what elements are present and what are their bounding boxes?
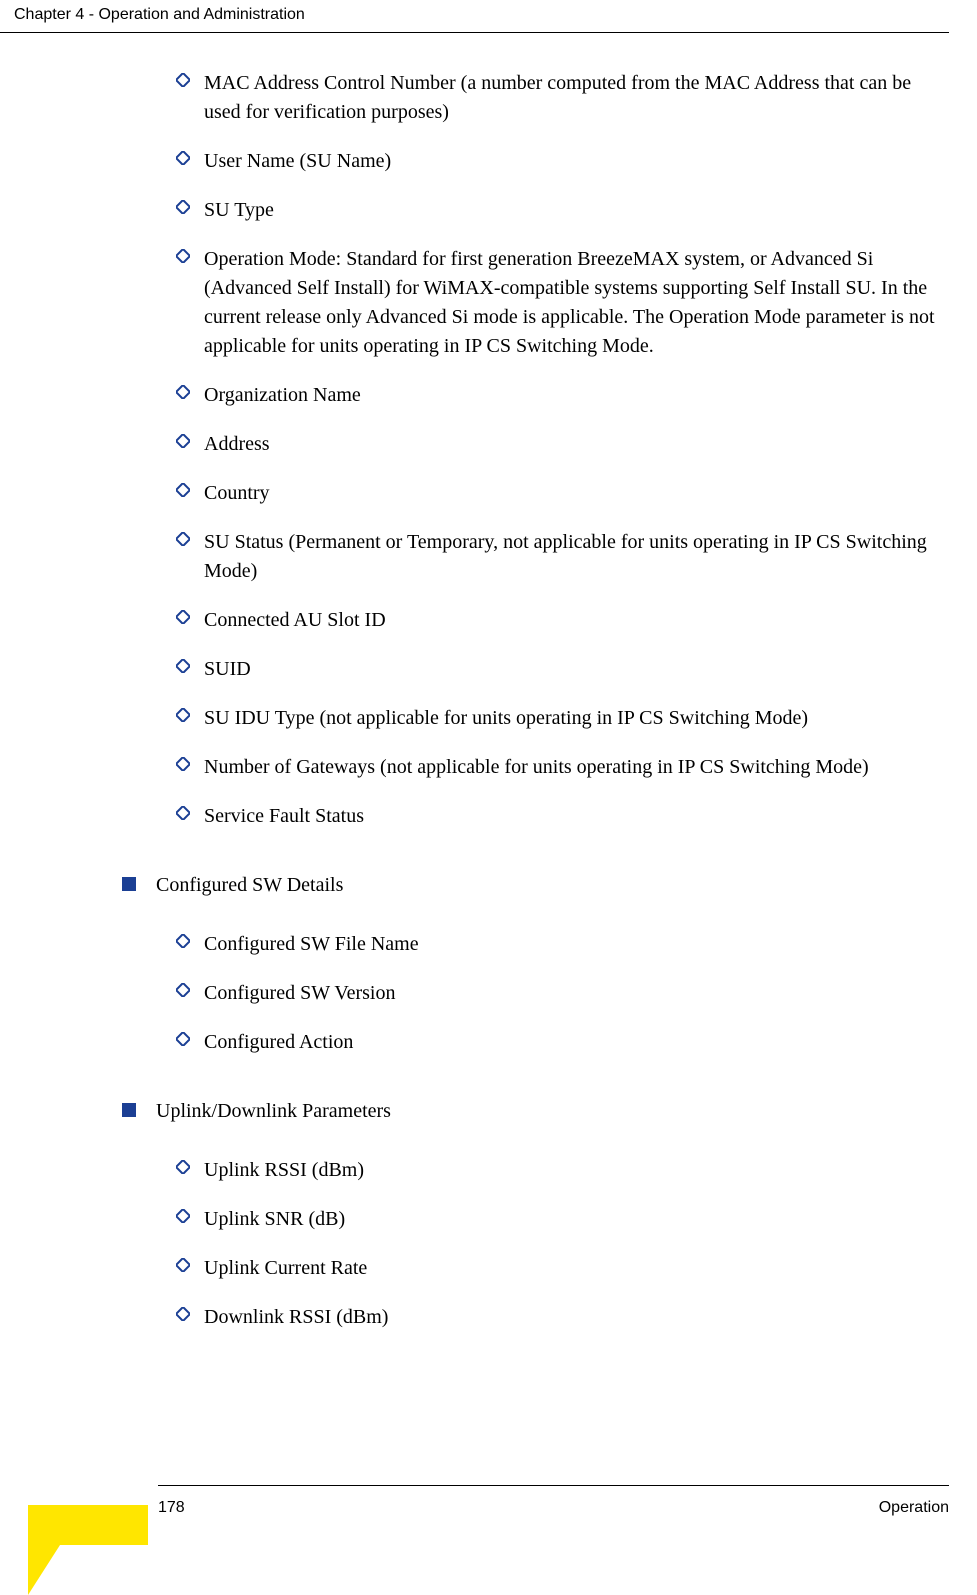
section-3-heading: Uplink/Downlink Parameters — [122, 1097, 949, 1126]
diamond-bullet-icon — [176, 983, 190, 997]
list-item-text: Uplink Current Rate — [204, 1254, 367, 1283]
section-3-list: Uplink RSSI (dBm) Uplink SNR (dB) Uplink C… — [158, 1156, 949, 1332]
list-item: SU Type — [176, 196, 949, 225]
list-item: MAC Address Control Number (a number com… — [176, 69, 949, 127]
list-item-text: Organization Name — [204, 381, 361, 410]
list-item: Address — [176, 430, 949, 459]
list-item-text: SU Status (Permanent or Temporary, not a… — [204, 528, 949, 586]
page-footer: 178 Operation — [0, 1485, 977, 1595]
list-item-text: Number of Gateways (not applicable for u… — [204, 753, 869, 782]
list-item: User Name (SU Name) — [176, 147, 949, 176]
list-item: SU Status (Permanent or Temporary, not a… — [176, 528, 949, 586]
diamond-bullet-icon — [176, 151, 190, 165]
list-item-text: Operation Mode: Standard for first gener… — [204, 245, 949, 361]
square-bullet-icon — [122, 877, 136, 891]
list-item-text: Uplink RSSI (dBm) — [204, 1156, 364, 1185]
list-item-text: Service Fault Status — [204, 802, 364, 831]
diamond-bullet-icon — [176, 434, 190, 448]
list-item: Organization Name — [176, 381, 949, 410]
list-item: Uplink SNR (dB) — [176, 1205, 949, 1234]
list-item-text: Address — [204, 430, 270, 459]
page-header: Chapter 4 - Operation and Administration — [0, 0, 949, 33]
list-item: Configured Action — [176, 1028, 949, 1057]
square-bullet-icon — [122, 1103, 136, 1117]
list-item-text: Downlink RSSI (dBm) — [204, 1303, 388, 1332]
list-item-text: SU IDU Type (not applicable for units op… — [204, 704, 808, 733]
list-item-text: SUID — [204, 655, 251, 684]
diamond-bullet-icon — [176, 1160, 190, 1174]
list-item: Downlink RSSI (dBm) — [176, 1303, 949, 1332]
list-item-text: Connected AU Slot ID — [204, 606, 386, 635]
list-item-text: MAC Address Control Number (a number com… — [204, 69, 949, 127]
diamond-bullet-icon — [176, 385, 190, 399]
list-item: Connected AU Slot ID — [176, 606, 949, 635]
diamond-bullet-icon — [176, 934, 190, 948]
page-number: 178 — [158, 1499, 185, 1517]
list-item: SU IDU Type (not applicable for units op… — [176, 704, 949, 733]
section-2-heading: Configured SW Details — [122, 871, 949, 900]
corner-tab-icon — [0, 1505, 158, 1595]
diamond-bullet-icon — [176, 1307, 190, 1321]
diamond-bullet-icon — [176, 659, 190, 673]
footer-rule — [158, 1485, 949, 1486]
chapter-title: Chapter 4 - Operation and Administration — [14, 6, 305, 23]
diamond-bullet-icon — [176, 757, 190, 771]
section-2-title: Configured SW Details — [156, 871, 343, 900]
list-item: Uplink RSSI (dBm) — [176, 1156, 949, 1185]
list-item-text: Configured SW Version — [204, 979, 395, 1008]
section-2-list: Configured SW File Name Configured SW Ver… — [158, 930, 949, 1057]
page: Chapter 4 - Operation and Administration… — [0, 0, 977, 1595]
diamond-bullet-icon — [176, 610, 190, 624]
diamond-bullet-icon — [176, 532, 190, 546]
list-item-text: Configured SW File Name — [204, 930, 419, 959]
list-item: Service Fault Status — [176, 802, 949, 831]
diamond-bullet-icon — [176, 73, 190, 87]
list-item-text: Uplink SNR (dB) — [204, 1205, 345, 1234]
section-3-title: Uplink/Downlink Parameters — [156, 1097, 391, 1126]
list-item: Configured SW Version — [176, 979, 949, 1008]
list-item-text: SU Type — [204, 196, 274, 225]
diamond-bullet-icon — [176, 1258, 190, 1272]
list-item-text: Configured Action — [204, 1028, 353, 1057]
diamond-bullet-icon — [176, 708, 190, 722]
list-item: Configured SW File Name — [176, 930, 949, 959]
diamond-bullet-icon — [176, 1032, 190, 1046]
diamond-bullet-icon — [176, 806, 190, 820]
list-item: SUID — [176, 655, 949, 684]
diamond-bullet-icon — [176, 200, 190, 214]
list-item: Uplink Current Rate — [176, 1254, 949, 1283]
list-item: Operation Mode: Standard for first gener… — [176, 245, 949, 361]
diamond-bullet-icon — [176, 249, 190, 263]
corner-tab — [0, 1515, 158, 1595]
list-item-text: Country — [204, 479, 270, 508]
list-item: Number of Gateways (not applicable for u… — [176, 753, 949, 782]
content-area: MAC Address Control Number (a number com… — [0, 33, 977, 1332]
section-1-list: MAC Address Control Number (a number com… — [158, 69, 949, 831]
footer-section-label: Operation — [879, 1499, 949, 1517]
diamond-bullet-icon — [176, 1209, 190, 1223]
diamond-bullet-icon — [176, 483, 190, 497]
list-item: Country — [176, 479, 949, 508]
list-item-text: User Name (SU Name) — [204, 147, 391, 176]
